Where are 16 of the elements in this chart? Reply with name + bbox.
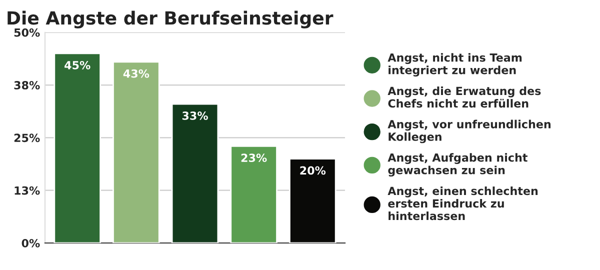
legend-label: Angst, die Erwatung des Chefs nicht zu erfüllen — [388, 86, 541, 108]
legend-label: Angst, vor unfreundlichen Kollegen — [388, 120, 551, 144]
data-label: 33% — [182, 112, 208, 120]
data-label: 20% — [300, 166, 326, 175]
data-label: 43% — [123, 69, 150, 78]
y-tick-label: 25% — [14, 134, 40, 142]
chart-title: Die Angste der Berufseinsteiger — [8, 10, 334, 28]
y-tick-label: 0% — [22, 238, 40, 248]
legend-label: Angst, Aufgaben nicht gewachsen zu sein — [388, 153, 528, 177]
legend-label: Angst, einen schlechten ersten Eindruck zu hinterlassen — [388, 186, 538, 220]
data-label: 23% — [241, 154, 267, 162]
y-tick-label: 50% — [14, 28, 40, 37]
data-label: 45% — [64, 60, 90, 70]
y-tick-label: 38% — [14, 81, 40, 90]
legend-label: Angst, nicht ins Team integriert zu werden — [388, 53, 522, 77]
y-tick-label: 13% — [14, 186, 40, 195]
